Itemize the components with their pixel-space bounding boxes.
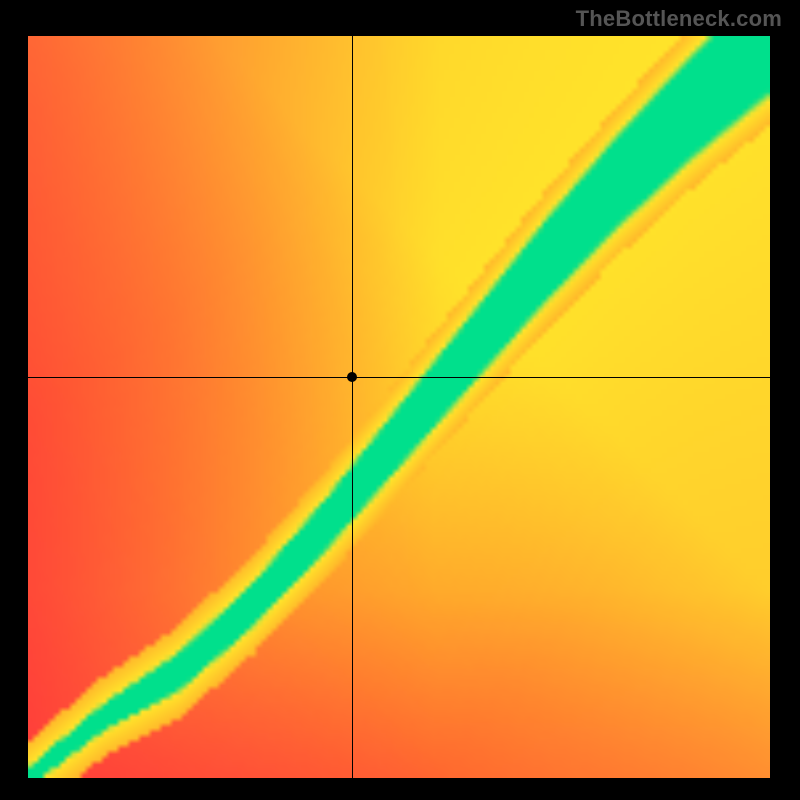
- heatmap-canvas: [28, 36, 770, 778]
- crosshair-vertical: [352, 36, 353, 778]
- crosshair-horizontal: [28, 377, 770, 378]
- chart-container: TheBottleneck.com: [0, 0, 800, 800]
- watermark-text: TheBottleneck.com: [576, 6, 782, 32]
- plot-area: [28, 36, 770, 778]
